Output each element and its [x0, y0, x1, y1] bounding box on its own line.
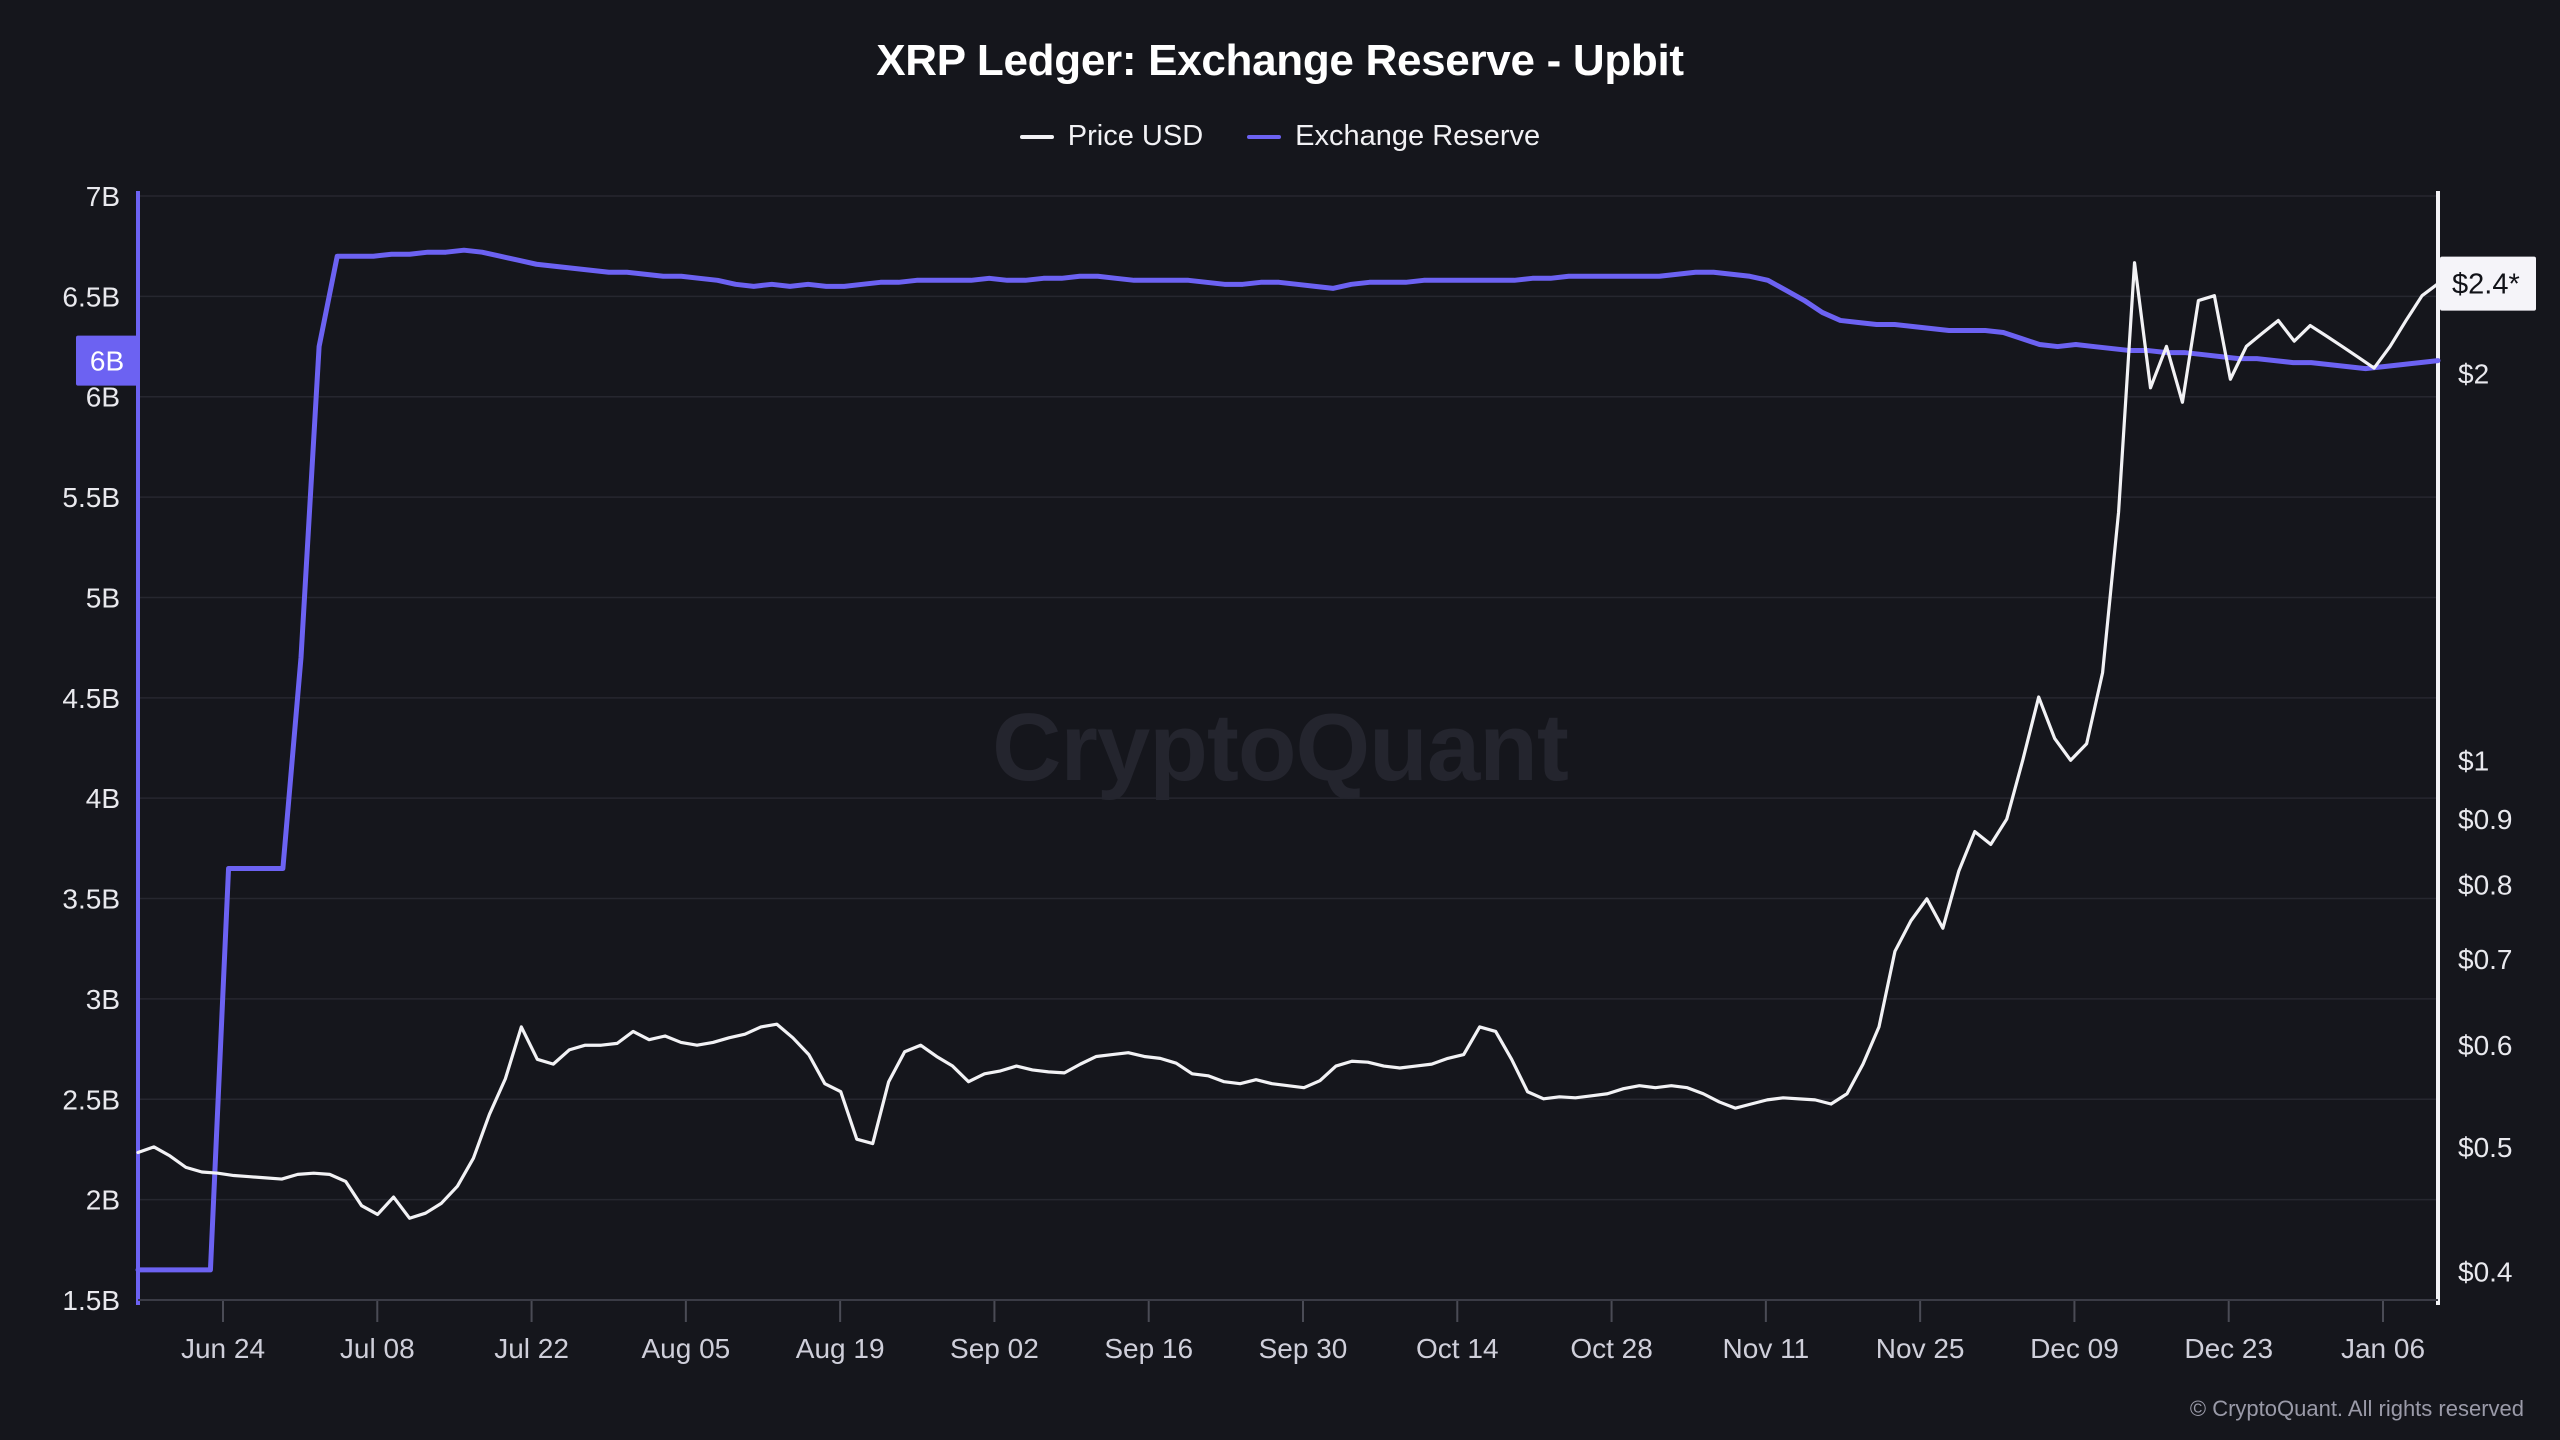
- x-axis-tick-nov-11: Nov 11: [1723, 1333, 1810, 1364]
- x-axis-tick-dec-23: Dec 23: [2184, 1333, 2273, 1364]
- left-axis-tick-5B: 5B: [86, 582, 120, 613]
- legend-swatch-price-usd: [1019, 134, 1054, 139]
- x-axis-tick-sep-02: Sep 02: [950, 1333, 1039, 1364]
- x-axis-tick-oct-28: Oct 28: [1570, 1333, 1652, 1364]
- chart-legend: Price USD Exchange Reserve: [0, 120, 2560, 153]
- page-title: XRP Ledger: Exchange Reserve - Upbit: [876, 36, 1684, 85]
- x-axis-tick-sep-16: Sep 16: [1104, 1333, 1193, 1364]
- left-axis-tick-1.5B: 1.5B: [62, 1285, 120, 1316]
- legend-label-price-usd: Price USD: [1067, 120, 1204, 152]
- left-axis-tick-3.5B: 3.5B: [62, 884, 120, 915]
- right-axis-tick-labels: $0.4 $0.5 $0.6 $0.7 $0.8 $0.9 $1 $2: [2458, 359, 2513, 1288]
- right-axis-tick-$0.5: $0.5: [2458, 1132, 2513, 1163]
- x-axis-tick-dec-09: Dec 09: [2030, 1333, 2119, 1364]
- series-line-exchange-reserve[interactable]: [135, 247, 2441, 1273]
- left-axis-tick-7B: 7B: [86, 181, 120, 212]
- right-current-value-label: $2.4*: [2452, 269, 2520, 301]
- x-axis-tick-jul-08: Jul 08: [340, 1333, 415, 1364]
- left-axis-tick-6B: 6B: [86, 382, 120, 413]
- legend-item-exchange-reserve[interactable]: Exchange Reserve: [1247, 120, 1540, 153]
- right-current-value-badge: $2.4*: [2440, 256, 2536, 311]
- left-axis-tick-4B: 4B: [86, 783, 120, 814]
- x-axis-tick-jun-24: Jun 24: [181, 1333, 265, 1364]
- left-axis-tick-2.5B: 2.5B: [62, 1084, 120, 1115]
- legend-label-exchange-reserve: Exchange Reserve: [1295, 120, 1541, 152]
- x-axis-tick-jan-06: Jan 06: [2341, 1333, 2425, 1364]
- x-axis-tick-aug-19: Aug 19: [796, 1333, 885, 1364]
- left-current-value-badge: 6B: [76, 335, 138, 386]
- right-axis-tick-$0.6: $0.6: [2458, 1030, 2513, 1061]
- right-axis-tick-$2: $2: [2458, 359, 2489, 390]
- right-axis-tick-$0.7: $0.7: [2458, 944, 2513, 975]
- right-axis-tick-$0.4: $0.4: [2458, 1256, 2513, 1287]
- legend-item-price-usd[interactable]: Price USD: [1019, 120, 1204, 153]
- left-axis-tick-labels: 1.5B 2B 2.5B 3B 3.5B 4B 4.5B 5B 5.5B 6B 6.5B 7B: [62, 181, 120, 1316]
- left-axis-tick-2B: 2B: [86, 1185, 120, 1216]
- left-axis-tick-6.5B: 6.5B: [62, 281, 120, 312]
- right-axis-tick-$1: $1: [2458, 745, 2489, 776]
- x-axis-tick-aug-05: Aug 05: [641, 1333, 730, 1364]
- x-axis-tick-jul-22: Jul 22: [494, 1333, 569, 1364]
- x-axis-tick-sep-30: Sep 30: [1259, 1333, 1348, 1364]
- legend-swatch-exchange-reserve: [1247, 134, 1282, 139]
- left-axis-tick-5.5B: 5.5B: [62, 482, 120, 513]
- x-axis-tick-nov-25: Nov 25: [1876, 1333, 1965, 1364]
- x-axis-tick-oct-14: Oct 14: [1416, 1333, 1498, 1364]
- x-axis-tick-labels: Jun 24 Jul 08 Jul 22 Aug 05 Aug 19 Sep 02 Sep …: [181, 1300, 2425, 1364]
- copyright-footer: © CryptoQuant. All rights reserved: [2189, 1396, 2524, 1421]
- right-axis-tick-$0.9: $0.9: [2458, 804, 2513, 835]
- watermark-text: CryptoQuant: [992, 694, 1568, 801]
- left-axis-tick-3B: 3B: [86, 984, 120, 1015]
- series-line-price-usd[interactable]: [136, 261, 2440, 1220]
- left-axis-tick-4.5B: 4.5B: [62, 683, 120, 714]
- right-axis-tick-$0.8: $0.8: [2458, 870, 2513, 901]
- left-current-value-label: 6B: [90, 346, 124, 377]
